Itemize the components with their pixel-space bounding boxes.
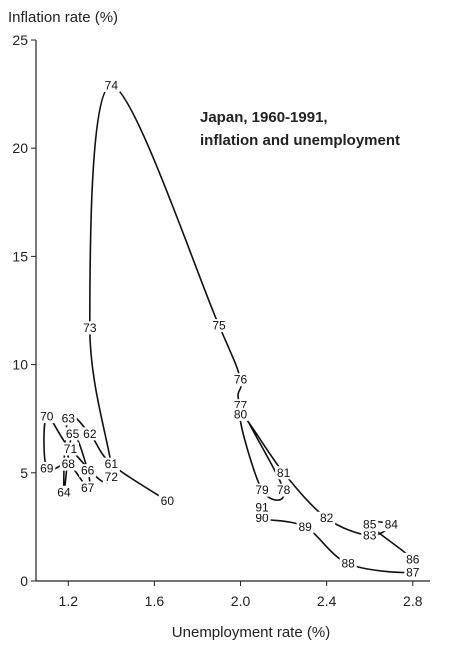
point-year-label: 61	[105, 457, 119, 471]
point-year-label: 91	[255, 500, 269, 514]
point-label-bg	[38, 461, 56, 475]
x-tick-label: 2.4	[317, 593, 337, 609]
x-tick-label: 1.6	[145, 593, 165, 609]
point-year-label: 69	[40, 461, 54, 475]
point-label-bg	[232, 373, 250, 387]
point-year-label: 66	[81, 464, 95, 478]
point-year-label: 80	[234, 407, 248, 421]
x-axis-title: Unemployment rate (%)	[172, 624, 330, 641]
y-tick-label: 15	[12, 248, 28, 264]
point-label-bg	[404, 565, 422, 579]
point-label-bg	[361, 529, 379, 543]
point-year-label: 78	[277, 483, 291, 497]
y-tick-label: 20	[12, 140, 28, 156]
point-year-label: 62	[83, 427, 97, 441]
y-tick-label: 0	[20, 573, 28, 589]
point-label-bg	[253, 483, 271, 497]
point-label-bg	[81, 427, 99, 441]
point-year-label: 82	[320, 511, 334, 525]
point-label-bg	[253, 511, 271, 525]
point-year-label: 73	[83, 321, 97, 335]
point-label-bg	[275, 466, 293, 480]
point-year-label: 81	[277, 466, 291, 480]
point-label-bg	[102, 78, 120, 92]
point-year-label: 60	[161, 494, 175, 508]
point-year-label: 67	[81, 481, 95, 495]
point-year-label: 87	[406, 565, 420, 579]
y-tick-label: 5	[20, 465, 28, 481]
point-label-bg	[102, 457, 120, 471]
point-label-bg	[318, 511, 336, 525]
point-label-bg	[339, 557, 357, 571]
point-year-label: 89	[298, 520, 312, 534]
point-year-label: 83	[363, 529, 377, 543]
point-year-label: 65	[66, 427, 80, 441]
axes	[35, 40, 430, 582]
point-year-label: 72	[105, 470, 119, 484]
point-label-bg	[79, 481, 97, 495]
point-labels: 6061626364656667686970717273747576777879…	[38, 78, 422, 579]
point-year-label: 68	[62, 457, 76, 471]
point-label-bg	[38, 410, 56, 424]
point-year-label: 79	[255, 483, 269, 497]
point-label-bg	[232, 407, 250, 421]
point-label-bg	[81, 321, 99, 335]
point-label-bg	[158, 494, 176, 508]
point-label-bg	[253, 500, 271, 514]
point-label-bg	[102, 470, 120, 484]
point-year-label: 71	[64, 442, 78, 456]
point-label-bg	[61, 442, 79, 456]
point-label-bg	[404, 552, 422, 566]
chart-title-line-1: Japan, 1960-1991,	[200, 109, 328, 126]
point-label-bg	[382, 518, 400, 532]
y-axis-title: Inflation rate (%)	[8, 9, 118, 26]
x-tick-label: 1.2	[59, 593, 79, 609]
point-year-label: 75	[212, 319, 226, 333]
point-year-label: 74	[105, 78, 119, 92]
point-year-label: 70	[40, 410, 54, 424]
point-label-bg	[59, 457, 77, 471]
point-year-label: 64	[57, 485, 71, 499]
point-label-bg	[55, 485, 73, 499]
data-series	[43, 84, 421, 574]
point-label-bg	[210, 319, 228, 333]
point-year-label: 90	[255, 511, 269, 525]
inflation-unemployment-line	[43, 84, 421, 574]
x-tick-label: 2.0	[231, 593, 251, 609]
chart-title-line-2: inflation and unemployment	[200, 132, 400, 149]
point-label-bg	[79, 464, 97, 478]
point-label-bg	[59, 412, 77, 426]
point-label-bg	[64, 427, 82, 441]
x-tick-label: 2.8	[403, 593, 423, 609]
point-year-label: 84	[385, 518, 399, 532]
point-year-label: 76	[234, 373, 248, 387]
point-label-bg	[296, 520, 314, 534]
point-year-label: 88	[342, 557, 356, 571]
point-label-bg	[361, 518, 379, 532]
point-year-label: 86	[406, 552, 420, 566]
point-label-bg	[275, 483, 293, 497]
point-year-label: 85	[363, 518, 377, 532]
y-tick-label: 25	[12, 32, 28, 48]
ticks: 0 5 10 15 20 25 1.2 1.6 2.0 2.4 2.8	[12, 32, 422, 609]
point-year-label: 63	[62, 412, 76, 426]
y-tick-label: 10	[12, 357, 28, 373]
